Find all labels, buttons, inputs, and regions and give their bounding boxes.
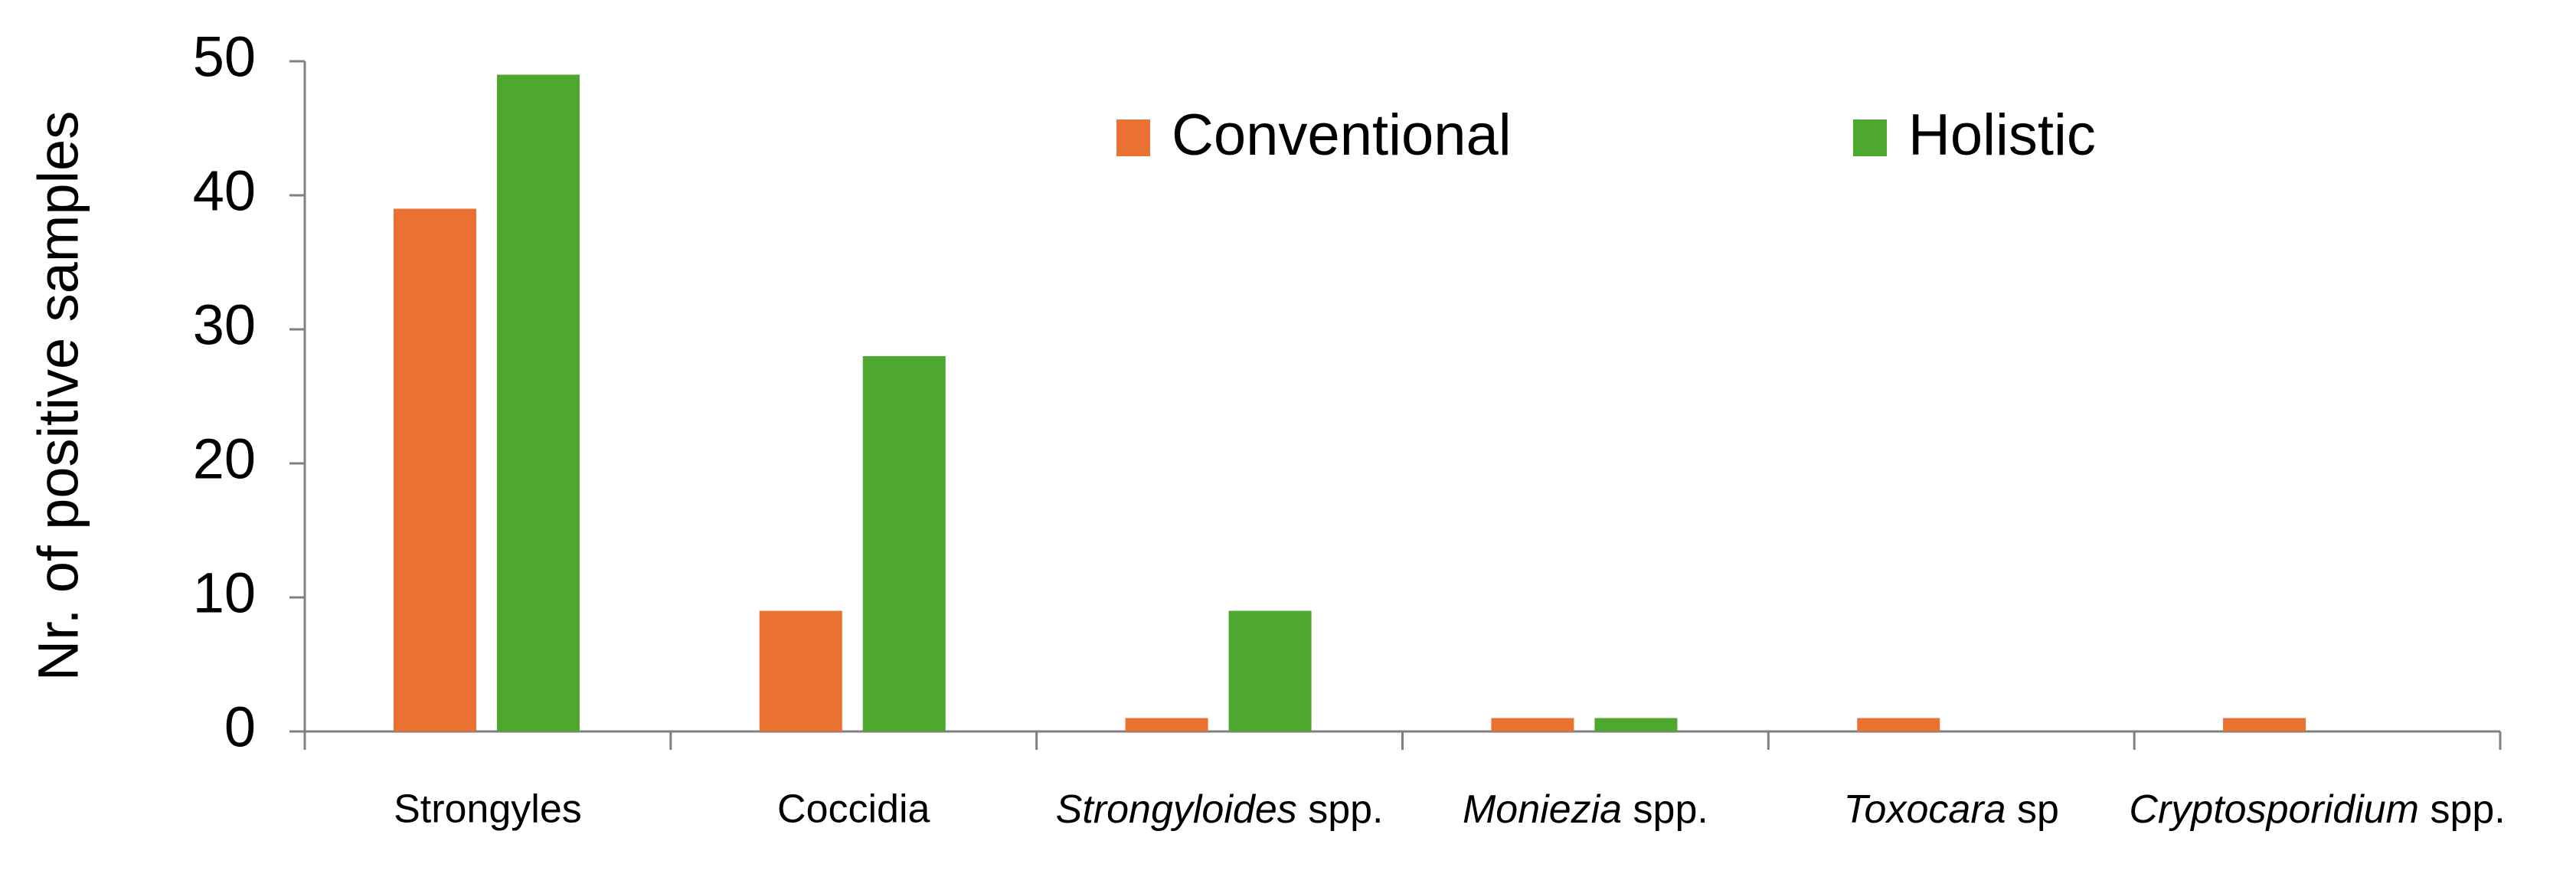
y-tick-label: 0 xyxy=(224,695,256,759)
legend-swatch xyxy=(1853,119,1887,156)
x-tick-label: Cryptosporidium spp. xyxy=(2129,787,2505,832)
bar xyxy=(1857,718,1940,731)
legend-swatch xyxy=(1116,119,1150,156)
y-tick-label: 20 xyxy=(193,427,256,491)
y-tick-label: 10 xyxy=(193,561,256,625)
bar xyxy=(1594,718,1678,731)
y-tick-label: 50 xyxy=(193,25,256,89)
x-tick-label: Strongyles xyxy=(394,787,582,832)
legend-label: Conventional xyxy=(1172,103,1512,168)
x-tick-label: Coccidia xyxy=(777,787,930,832)
x-tick-label: Moniezia spp. xyxy=(1463,787,1708,832)
x-tick-label: Strongyloides spp. xyxy=(1056,787,1384,832)
legend-label: Holistic xyxy=(1908,103,2096,168)
bar xyxy=(1125,718,1208,731)
y-axis-title: Nr. of positive samples xyxy=(27,111,90,681)
bar xyxy=(496,74,580,731)
bar xyxy=(393,208,476,731)
y-tick-label: 30 xyxy=(193,293,256,357)
bar xyxy=(2223,718,2306,731)
x-tick-label: Toxocara sp xyxy=(1844,787,2059,832)
bar xyxy=(1228,610,1312,731)
bar xyxy=(759,610,842,731)
bar xyxy=(862,356,946,731)
y-tick-label: 40 xyxy=(193,159,256,223)
bar xyxy=(1491,718,1574,731)
